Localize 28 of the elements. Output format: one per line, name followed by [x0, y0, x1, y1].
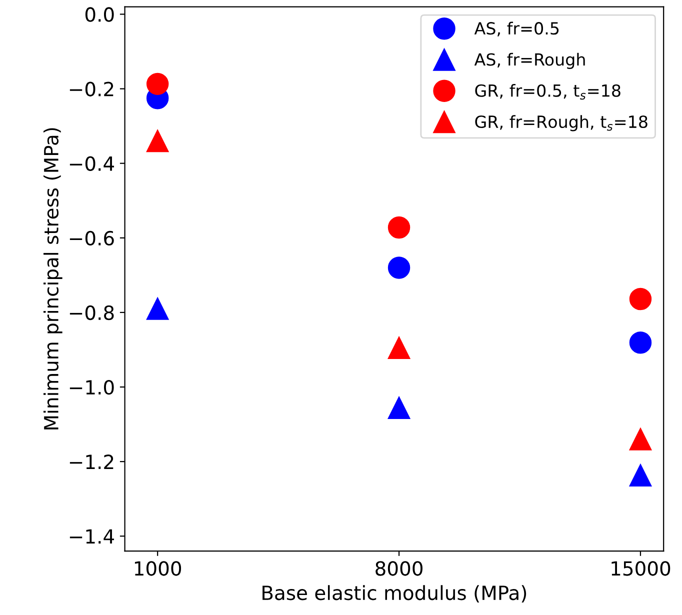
point — [629, 428, 652, 450]
y-tick-label: −1.4 — [70, 529, 114, 544]
point — [388, 336, 410, 359]
point — [146, 72, 169, 96]
y-tick-label: −1.2 — [70, 454, 114, 469]
legend-label: GR, fr=Rough, t$_{s}$=18 — [475, 115, 648, 132]
legend-label: AS, fr=Rough — [474, 52, 585, 70]
y-tick-label: 0.0 — [85, 7, 114, 22]
y-tick-label: −1.0 — [70, 380, 114, 395]
y-tick-label: −0.6 — [70, 230, 114, 246]
y-tick-label: −0.4 — [70, 156, 114, 171]
point — [388, 256, 410, 279]
y-tick-label: −0.8 — [70, 305, 114, 320]
legend-label: GR, fr=0.5, t$_{s}$=18 — [475, 84, 620, 100]
point — [629, 464, 652, 486]
point — [388, 216, 410, 239]
x-axis-title: Base elastic modulus (MPa) — [262, 585, 526, 602]
point — [388, 396, 410, 419]
x-tick-label: 15000 — [612, 561, 670, 576]
x-tick-label: 1000 — [134, 561, 182, 576]
point — [629, 288, 652, 310]
point — [629, 332, 652, 354]
point — [146, 298, 169, 320]
legend-label: AS, fr=0.5 — [474, 22, 559, 36]
y-axis-title: Minimum principal stress (MPa) — [43, 128, 62, 430]
y-tick-label: −0.2 — [70, 82, 114, 96]
point — [146, 130, 169, 152]
x-tick-label: 8000 — [376, 561, 422, 576]
